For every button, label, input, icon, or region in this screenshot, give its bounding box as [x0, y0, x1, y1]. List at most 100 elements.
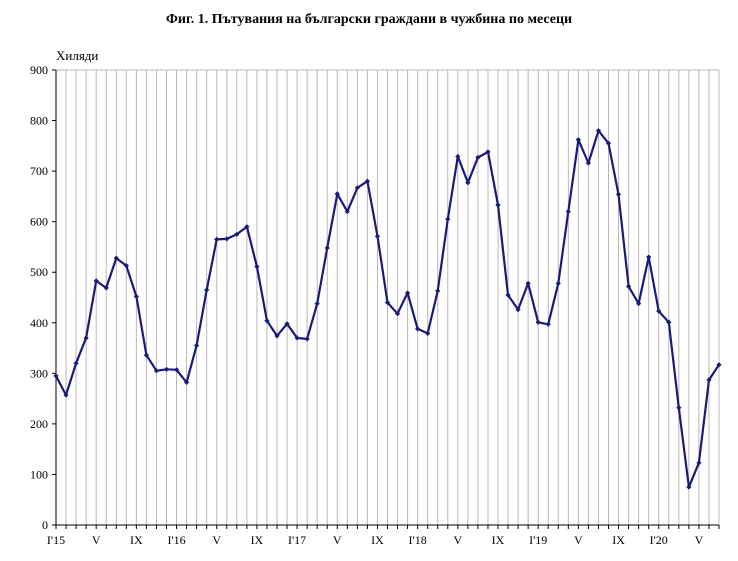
x-tick-label: IX	[492, 533, 505, 547]
data-point	[696, 460, 702, 466]
data-point	[525, 280, 531, 286]
data-point	[636, 300, 642, 307]
data-point	[415, 326, 421, 332]
data-point	[304, 336, 310, 342]
x-tick-label: I'15	[47, 533, 65, 547]
x-tick-label: V	[695, 533, 704, 547]
data-point	[605, 140, 612, 146]
x-tick-label: I'17	[288, 533, 306, 547]
x-tick-labels: I'15 V IX I'16 V IX I'17 V IX I'18 V IX I'19 V IX I'20 V	[47, 525, 720, 547]
x-tick-label: I'16	[167, 533, 185, 547]
data-point	[404, 290, 411, 296]
data-point	[686, 484, 692, 490]
x-tick-label: I'19	[529, 533, 547, 547]
y-tick-label: 600	[30, 215, 48, 229]
data-point	[133, 293, 139, 300]
data-point	[555, 280, 561, 286]
data-point	[394, 311, 401, 317]
data-point	[374, 233, 381, 239]
x-tick-label: V	[453, 533, 462, 547]
data-point	[63, 392, 69, 398]
data-point	[324, 245, 330, 251]
data-point	[545, 321, 551, 327]
data-point	[53, 373, 59, 379]
data-point	[656, 308, 662, 314]
data-point	[153, 368, 160, 374]
data-point	[535, 319, 541, 325]
data-point	[93, 278, 99, 284]
data-point	[173, 367, 180, 373]
data-point	[575, 137, 581, 143]
y-tick-label: 900	[30, 63, 48, 77]
y-tick-label: 0	[42, 518, 48, 532]
data-point	[445, 216, 451, 222]
data-point	[485, 149, 491, 155]
data-point	[214, 236, 220, 242]
grid-lines	[55, 69, 720, 525]
data-point	[465, 180, 471, 186]
data-point	[183, 379, 190, 386]
y-tick-label: 700	[30, 164, 48, 178]
data-point	[495, 202, 501, 208]
data-point	[646, 254, 652, 260]
y-tick-label: 300	[30, 366, 48, 380]
x-tick-label: V	[574, 533, 583, 547]
data-point	[113, 255, 119, 261]
data-point	[194, 342, 200, 349]
data-point	[565, 208, 571, 215]
x-tick-label: V	[92, 533, 101, 547]
data-point	[234, 231, 240, 237]
y-tick-labels: 0 100 200 300 400 500 600 700 800 900	[30, 63, 56, 532]
chart-title: Фиг. 1. Пътувания на български граждани …	[165, 12, 573, 27]
data-point	[204, 287, 210, 293]
data-point	[284, 321, 290, 327]
x-tick-label: IX	[251, 533, 264, 547]
data-point	[425, 330, 431, 336]
data-point	[344, 208, 350, 215]
data-point	[475, 154, 481, 161]
data-point	[384, 299, 391, 306]
data-point	[625, 283, 632, 289]
data-point	[334, 191, 340, 197]
y-axis-label: Хиляди	[56, 48, 99, 63]
y-tick-label: 100	[30, 467, 48, 481]
data-point	[254, 264, 260, 270]
data-point	[143, 352, 150, 358]
data-point	[676, 405, 682, 411]
data-point	[224, 236, 230, 242]
data-point	[716, 362, 722, 368]
x-tick-label: IX	[612, 533, 625, 547]
y-tick-label: 500	[30, 265, 48, 279]
data-point	[354, 185, 360, 191]
data-point	[83, 335, 89, 341]
data-point	[244, 224, 250, 230]
data-point	[706, 377, 712, 383]
data-point	[314, 300, 320, 307]
data-point	[615, 191, 622, 197]
data-point	[585, 160, 592, 166]
data-point	[294, 335, 300, 341]
x-tick-label: V	[212, 533, 221, 547]
data-point	[364, 178, 371, 184]
series-monthly-trips	[53, 128, 722, 490]
y-tick-label: 200	[30, 417, 48, 431]
data-point	[455, 153, 461, 160]
x-tick-label: IX	[371, 533, 384, 547]
data-point	[73, 360, 79, 366]
x-tick-label: I'18	[409, 533, 427, 547]
data-point	[515, 307, 521, 313]
data-point	[666, 319, 672, 325]
x-tick-label: IX	[130, 533, 143, 547]
data-point	[163, 366, 170, 372]
y-tick-label: 800	[30, 114, 48, 128]
data-point	[274, 333, 280, 339]
data-point	[435, 288, 441, 294]
data-point	[264, 318, 270, 324]
data-point	[505, 292, 511, 298]
data-point	[595, 128, 602, 134]
x-tick-label: V	[333, 533, 342, 547]
x-tick-label: I'20	[650, 533, 668, 547]
data-point	[123, 263, 129, 269]
data-point	[103, 285, 109, 291]
